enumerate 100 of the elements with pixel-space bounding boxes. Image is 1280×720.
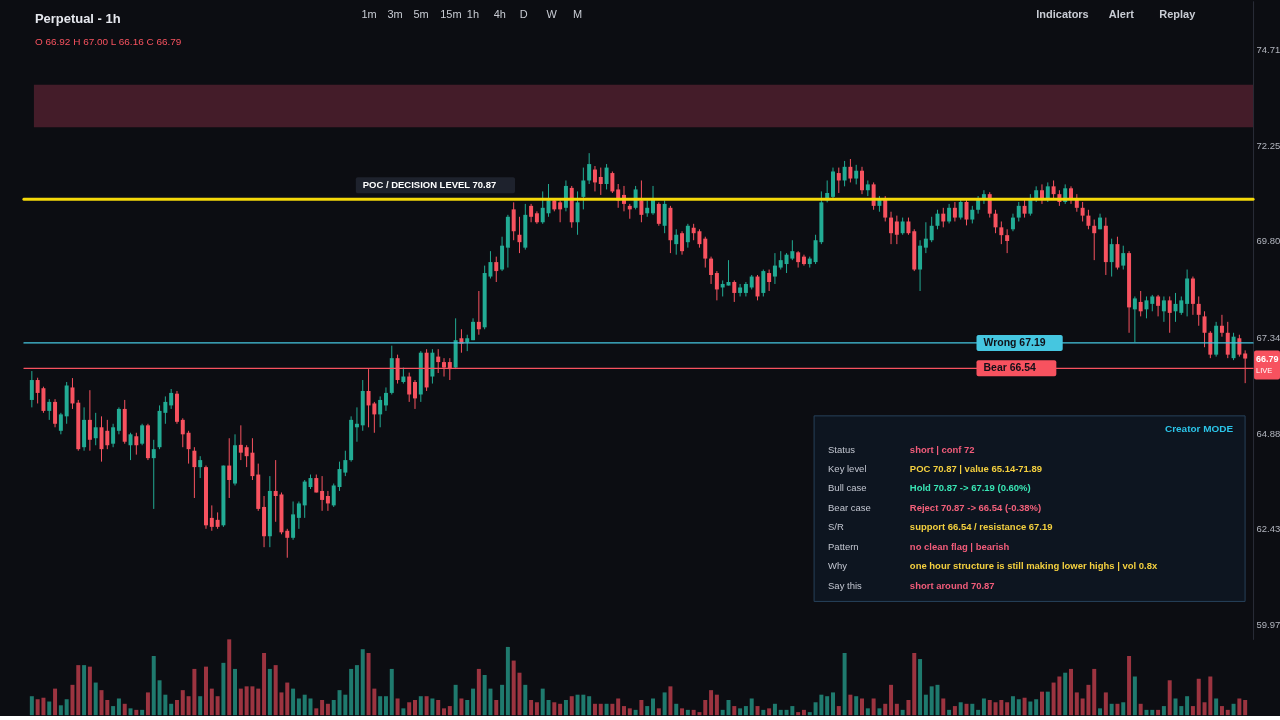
bar xyxy=(1005,702,1010,716)
y-tick-label: 67.34 xyxy=(1256,331,1280,343)
bar xyxy=(314,708,319,716)
bar xyxy=(320,700,325,716)
bar xyxy=(668,686,673,716)
candlestick xyxy=(685,223,690,249)
candlestick xyxy=(1208,330,1213,359)
bar xyxy=(738,708,743,716)
candlestick xyxy=(860,166,865,195)
bar xyxy=(227,639,232,716)
bar xyxy=(894,703,899,716)
y-tick-label: 74.71 xyxy=(1256,43,1280,55)
bar xyxy=(453,684,458,716)
candlestick xyxy=(325,490,330,512)
bar xyxy=(958,702,963,716)
candlestick xyxy=(709,256,714,285)
candlestick xyxy=(598,167,603,196)
bar xyxy=(685,709,690,716)
annotation: 1h xyxy=(466,7,479,20)
candlestick xyxy=(1132,295,1137,343)
bar xyxy=(378,696,383,716)
bar xyxy=(848,694,853,716)
candlestick xyxy=(1138,290,1143,317)
candlestick xyxy=(1092,219,1097,261)
candlestick xyxy=(1115,236,1120,271)
y-tick-label: 62.43 xyxy=(1256,523,1280,535)
bar xyxy=(64,699,69,716)
bar xyxy=(1237,698,1242,716)
candlestick xyxy=(1196,295,1201,327)
bar xyxy=(918,659,923,716)
candlestick xyxy=(1225,321,1230,359)
candlestick xyxy=(680,230,685,256)
bar xyxy=(709,690,714,716)
bar xyxy=(238,688,243,716)
candlestick xyxy=(151,439,156,510)
bar xyxy=(418,696,423,716)
bar xyxy=(1028,701,1033,716)
candlestick xyxy=(511,201,516,241)
candlestick xyxy=(407,372,412,403)
bar xyxy=(592,703,597,716)
bar xyxy=(621,706,626,716)
bar xyxy=(424,696,429,716)
candlestick xyxy=(87,389,92,452)
annotation: POC 70.87 | value 65.14-71.89 xyxy=(909,462,1043,474)
candlestick xyxy=(1219,314,1224,338)
candlestick xyxy=(1167,295,1172,334)
bar xyxy=(360,649,365,716)
bar xyxy=(1132,676,1137,716)
bar xyxy=(471,688,476,716)
annotation: W xyxy=(546,7,558,20)
bar xyxy=(761,709,766,716)
bar xyxy=(76,665,81,716)
bar xyxy=(639,700,644,716)
bar xyxy=(447,706,452,716)
bar xyxy=(801,709,806,716)
bar xyxy=(830,692,835,716)
bar xyxy=(1109,703,1114,716)
candlestick xyxy=(587,152,592,185)
candlestick xyxy=(517,216,522,254)
candlestick xyxy=(1080,201,1085,222)
candlestick xyxy=(738,283,743,297)
candlestick xyxy=(500,236,505,272)
bar xyxy=(767,708,772,716)
annotation: short | conf 72 xyxy=(909,443,975,455)
bar xyxy=(1214,698,1219,716)
bar xyxy=(732,706,737,716)
bar xyxy=(807,712,812,716)
bar xyxy=(871,698,876,716)
bar xyxy=(285,682,290,716)
candlestick xyxy=(848,158,853,183)
annotation: M xyxy=(573,7,583,20)
annotation: Why xyxy=(828,560,848,572)
bar xyxy=(836,706,841,716)
bar xyxy=(842,652,847,716)
bar xyxy=(947,709,952,716)
bar xyxy=(703,700,708,716)
candlestick xyxy=(952,201,957,222)
annotation: 5m xyxy=(413,7,429,20)
bar xyxy=(633,709,638,716)
bar xyxy=(674,703,679,716)
bar xyxy=(93,682,98,716)
candlestick xyxy=(889,211,894,245)
bar xyxy=(87,666,92,716)
candlestick xyxy=(93,412,98,446)
candlestick xyxy=(854,164,859,185)
bar xyxy=(587,696,592,716)
bar xyxy=(970,703,975,716)
candlestick xyxy=(540,190,545,225)
candlestick xyxy=(732,279,737,303)
bar xyxy=(505,646,510,716)
bar xyxy=(645,706,650,716)
candlestick xyxy=(575,190,580,236)
bar xyxy=(558,703,563,716)
bar xyxy=(964,703,969,716)
candlestick xyxy=(546,183,551,218)
candlestick xyxy=(656,201,661,227)
bar xyxy=(267,668,272,716)
bar xyxy=(111,706,116,716)
candlestick xyxy=(111,423,116,448)
bar xyxy=(215,696,220,716)
